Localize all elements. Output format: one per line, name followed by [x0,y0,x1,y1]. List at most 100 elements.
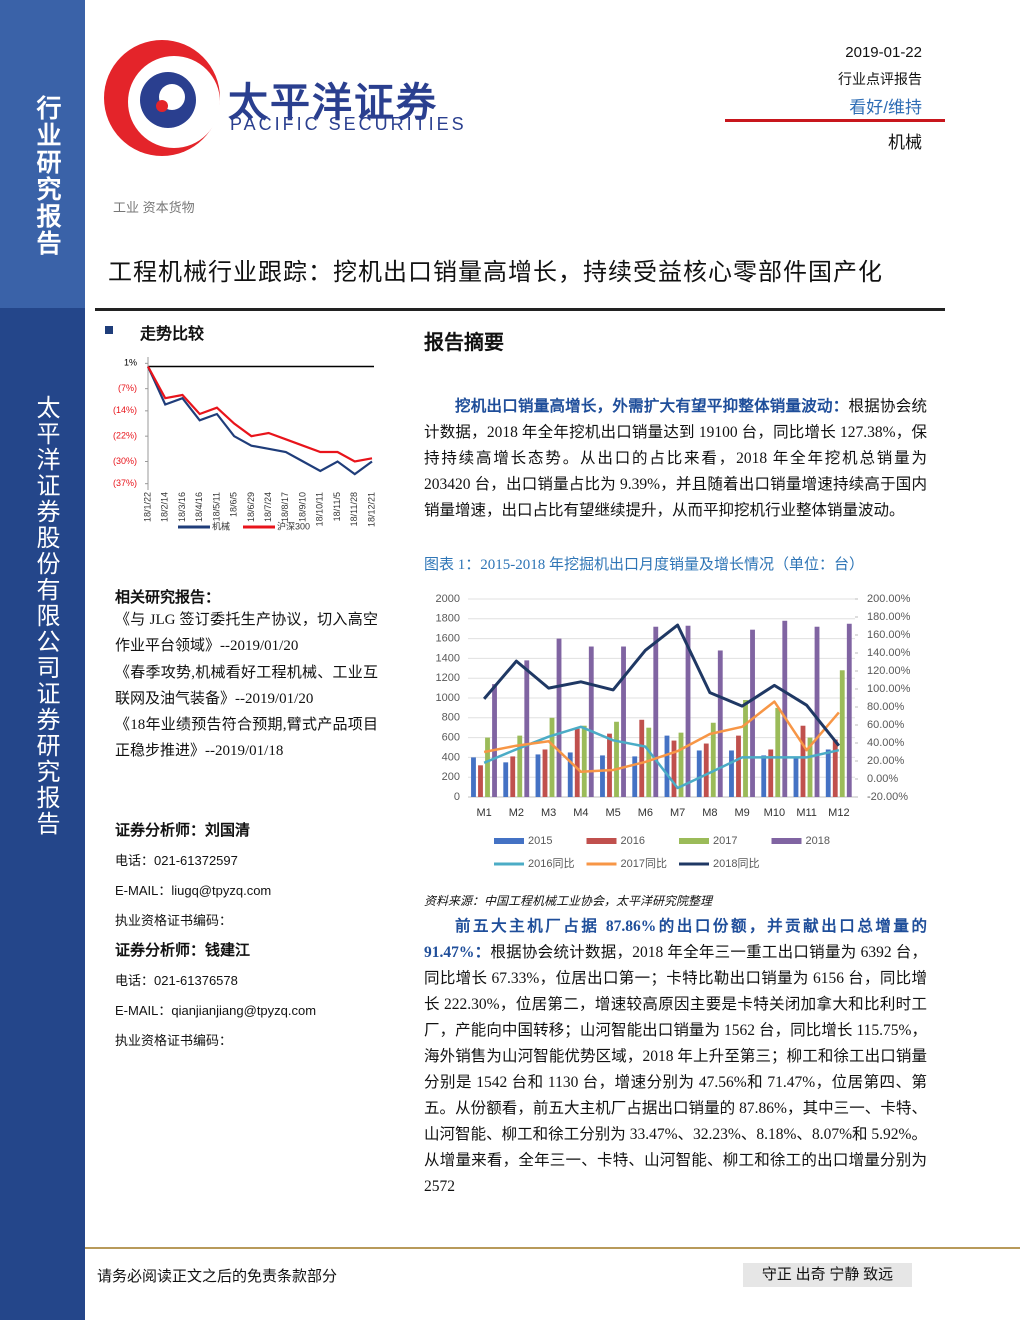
series-line [146,366,373,476]
bar [768,749,774,797]
analyst-email: E-MAIL：qianjianjiang@tpyzq.com [115,1003,317,1018]
x-tick-label: 18/3/16 [177,492,187,522]
logo-mark [104,40,220,156]
analysts: 证券分析师：刘国清 电话：021-61372597 E-MAIL：liugq@t… [115,816,316,1056]
related-item: 《春季攻势,机械看好工程机械、工业互联网及油气装备》--2019/01/20 [115,664,378,707]
sidebar-top [0,0,85,308]
category: 工业 资本货物 [113,200,195,215]
paragraph-text: 根据协会统计数据，2018 年全年三一重工出口销量为 6392 台，同比增长 6… [424,944,927,1195]
bar [678,732,684,797]
x-tick-label: M7 [670,807,685,819]
analyst-name: 证券分析师：钱建江 [115,943,251,959]
bar [646,727,652,797]
y-tick-label: 1000 [436,692,460,704]
bar [782,620,788,797]
header-rule [725,119,945,122]
y-tick-label: (37%) [113,478,137,488]
bar [800,725,806,797]
bar [471,757,476,797]
y-tick-label: 600 [442,732,460,744]
bar [621,646,626,797]
y-tick-label: 200 [442,771,460,783]
sidebar-title: 行业研究报告 [33,95,60,257]
analyst-name: 证券分析师：刘国清 [115,823,251,839]
trend-heading: 走势比较 [140,326,205,343]
bar [588,646,594,797]
legend-label: 2017 [713,835,737,847]
paragraph-lead: 挖机出口销量高增长，外需扩大有望平抑整体销量波动： [455,398,849,415]
bar [535,754,541,797]
report-type: 行业点评报告 [838,71,922,87]
bar [542,749,548,797]
bar [549,717,555,797]
bar [685,625,691,797]
x-tick-label: M3 [541,807,556,819]
y-tick-label: (22%) [113,431,137,441]
bar [793,757,799,797]
disclaimer: 请务必阅读正文之后的免责条款部分 [97,1269,338,1285]
bar [717,650,723,797]
bar [825,749,831,797]
bar [517,735,523,797]
x-tick-label: M10 [764,807,785,819]
analyst-cert: 执业资格证书编码： [115,913,233,928]
legend-swatch [494,838,524,844]
bar [632,756,638,797]
legend-label: 2016 [621,835,645,847]
title-rule [95,308,945,311]
y2-tick-label: -20.00% [867,791,908,803]
x-tick-label: 18/5/11 [211,492,221,521]
y2-tick-label: 100.00% [867,683,911,695]
bar [485,737,490,797]
legend-label: 2016同比 [528,857,574,870]
bar [671,740,677,797]
chart-source: 资料来源：中国工程机械工业协会，太平洋研究院整理 [424,894,713,908]
y2-tick-label: 200.00% [867,593,911,605]
x-tick-label: 18/7/24 [263,492,273,522]
legend-label: 沪深300 [277,520,310,531]
bar [696,750,702,797]
x-tick-label: M12 [828,807,849,819]
y-tick-label: 1800 [436,613,460,625]
x-tick-label: 18/4/16 [194,492,204,522]
y2-tick-label: 160.00% [867,629,911,641]
legend-swatch [679,838,709,844]
paragraph: 挖机出口销量高增长，外需扩大有望平抑整体销量波动：根据协会统计数据，2018 年… [424,394,927,524]
bar [710,722,716,797]
paragraph-text: 根据协会统计数据，2018 年全年挖机出口销量达到 19100 台，同比增长 1… [424,398,927,519]
bar [639,719,645,797]
x-tick-label: 18/12/21 [366,492,376,527]
series-line [482,623,841,747]
x-tick-label: M2 [509,807,524,819]
y2-tick-label: 20.00% [867,755,905,767]
y-tick-label: 1200 [436,672,460,684]
series-line [483,700,840,774]
bar [653,626,659,797]
bar [814,626,820,797]
chart-title: 图表 1：2015-2018 年挖掘机出口月度销量及增长情况（单位：台） [424,557,864,573]
bar [492,684,497,797]
paragraph: 前五大主机厂占据 87.86%的出口份额，并贡献出口总增量的 91.47%：根据… [424,914,927,1200]
y-tick-label: 1400 [436,652,460,664]
industry: 机械 [888,133,922,152]
bar [607,733,612,797]
bar [600,755,605,797]
x-tick-label: 18/2/14 [160,492,170,522]
x-tick-label: 18/11/5 [332,492,342,521]
bar [729,750,734,797]
bar [614,721,619,797]
report-title: 工程机械行业跟踪：挖机出口销量高增长，持续受益核心零部件国产化 [108,260,883,286]
bar [832,739,838,797]
y-tick-label: (30%) [113,456,137,466]
x-tick-label: M4 [573,807,588,819]
x-tick-label: M9 [734,807,749,819]
bar [750,629,755,797]
series-line [147,365,373,463]
x-tick-label: 18/9/10 [297,492,307,522]
y2-tick-label: 80.00% [867,701,905,713]
bar [478,765,483,797]
analyst-phone: 电话：021-61376578 [115,973,238,988]
bar [703,743,709,797]
analyst-email: E-MAIL：liugq@tpyzq.com [115,883,272,898]
y2-tick-label: 120.00% [867,665,911,677]
